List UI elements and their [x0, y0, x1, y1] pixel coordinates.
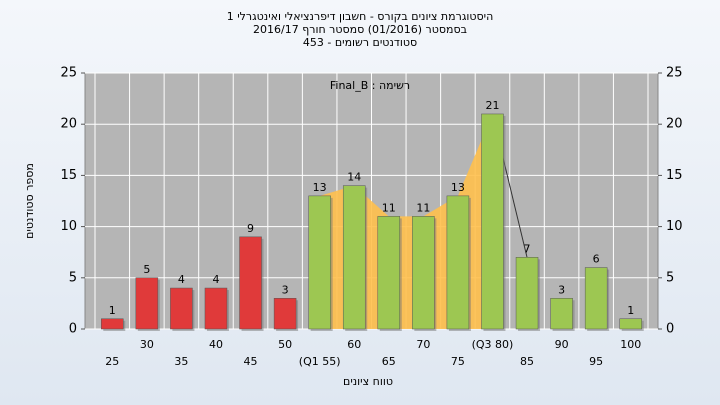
- x-tick-label: 100: [620, 338, 641, 351]
- bar: [342, 185, 366, 330]
- bar: [446, 195, 470, 330]
- value-label: 14: [347, 171, 361, 184]
- bar: [170, 287, 193, 330]
- annotation: רשימה : Final_B: [330, 79, 410, 92]
- y2-tick-label: 25: [666, 66, 683, 81]
- x-tick-label: 45: [244, 355, 258, 368]
- bar: [377, 216, 401, 330]
- bar: [204, 287, 228, 330]
- bar: [135, 277, 159, 330]
- value-label: 1: [109, 304, 116, 317]
- value-label: 3: [282, 283, 289, 296]
- value-label: 4: [212, 273, 219, 286]
- x-tick-label: 95: [589, 355, 603, 368]
- bar: [619, 318, 642, 330]
- y2-tick-label: 10: [666, 219, 683, 234]
- value-label: 4: [178, 273, 185, 286]
- value-label: 1: [627, 304, 634, 317]
- value-label: 3: [558, 283, 565, 296]
- y2-tick-label: 5: [666, 270, 674, 285]
- y-tick-label: 15: [60, 168, 77, 183]
- chart-title: היסטוגרמת ציונים בקורס - חשבון דיפרנציאל…: [227, 10, 494, 23]
- x-tick-label: 75: [451, 355, 465, 368]
- bar: [550, 298, 573, 330]
- value-label: 11: [382, 201, 396, 214]
- x-tick-label: 65: [382, 355, 396, 368]
- bar: [515, 257, 539, 330]
- value-label: 7: [524, 242, 531, 255]
- x-tick-label: 30: [140, 338, 154, 351]
- value-label: 11: [416, 201, 430, 214]
- bar: [584, 267, 608, 330]
- y-axis-label: מספר סטודנטים: [23, 163, 36, 239]
- x-tick-label: (Q3 80): [472, 338, 514, 351]
- value-label: 21: [485, 99, 499, 112]
- x-tick-label: 90: [555, 338, 569, 351]
- x-tick-label: 50: [278, 338, 292, 351]
- bar: [239, 236, 262, 330]
- x-axis-label: טווח ציונים: [343, 375, 393, 388]
- bar: [412, 216, 435, 330]
- bar: [481, 113, 504, 330]
- y2-tick-label: 15: [666, 168, 683, 183]
- value-label: 6: [593, 253, 600, 266]
- x-tick-label: 70: [416, 338, 430, 351]
- x-tick-label: 35: [174, 355, 188, 368]
- y-tick-label: 25: [60, 66, 77, 81]
- chart-subtitle: סטודנטים רשומים - 453: [303, 36, 417, 49]
- x-tick-label: (Q1 55): [299, 355, 341, 368]
- y2-tick-label: 20: [666, 117, 683, 132]
- bar: [101, 318, 124, 330]
- bar: [308, 195, 331, 330]
- value-label: 9: [247, 222, 254, 235]
- y-tick-label: 10: [60, 219, 77, 234]
- value-label: 5: [143, 263, 150, 276]
- y2-tick-label: 0: [666, 322, 674, 337]
- chart-subtitle: בסמסטר (01/2016) סמסטר חורף 2016/17: [253, 23, 467, 36]
- y-tick-label: 0: [69, 322, 77, 337]
- value-label: 13: [451, 181, 465, 194]
- x-tick-label: 85: [520, 355, 534, 368]
- y-tick-label: 5: [69, 270, 77, 285]
- y-tick-label: 20: [60, 117, 77, 132]
- x-tick-label: 40: [209, 338, 223, 351]
- value-label: 13: [313, 181, 327, 194]
- x-tick-label: 60: [347, 338, 361, 351]
- x-tick-label: 25: [105, 355, 119, 368]
- bar: [273, 298, 297, 330]
